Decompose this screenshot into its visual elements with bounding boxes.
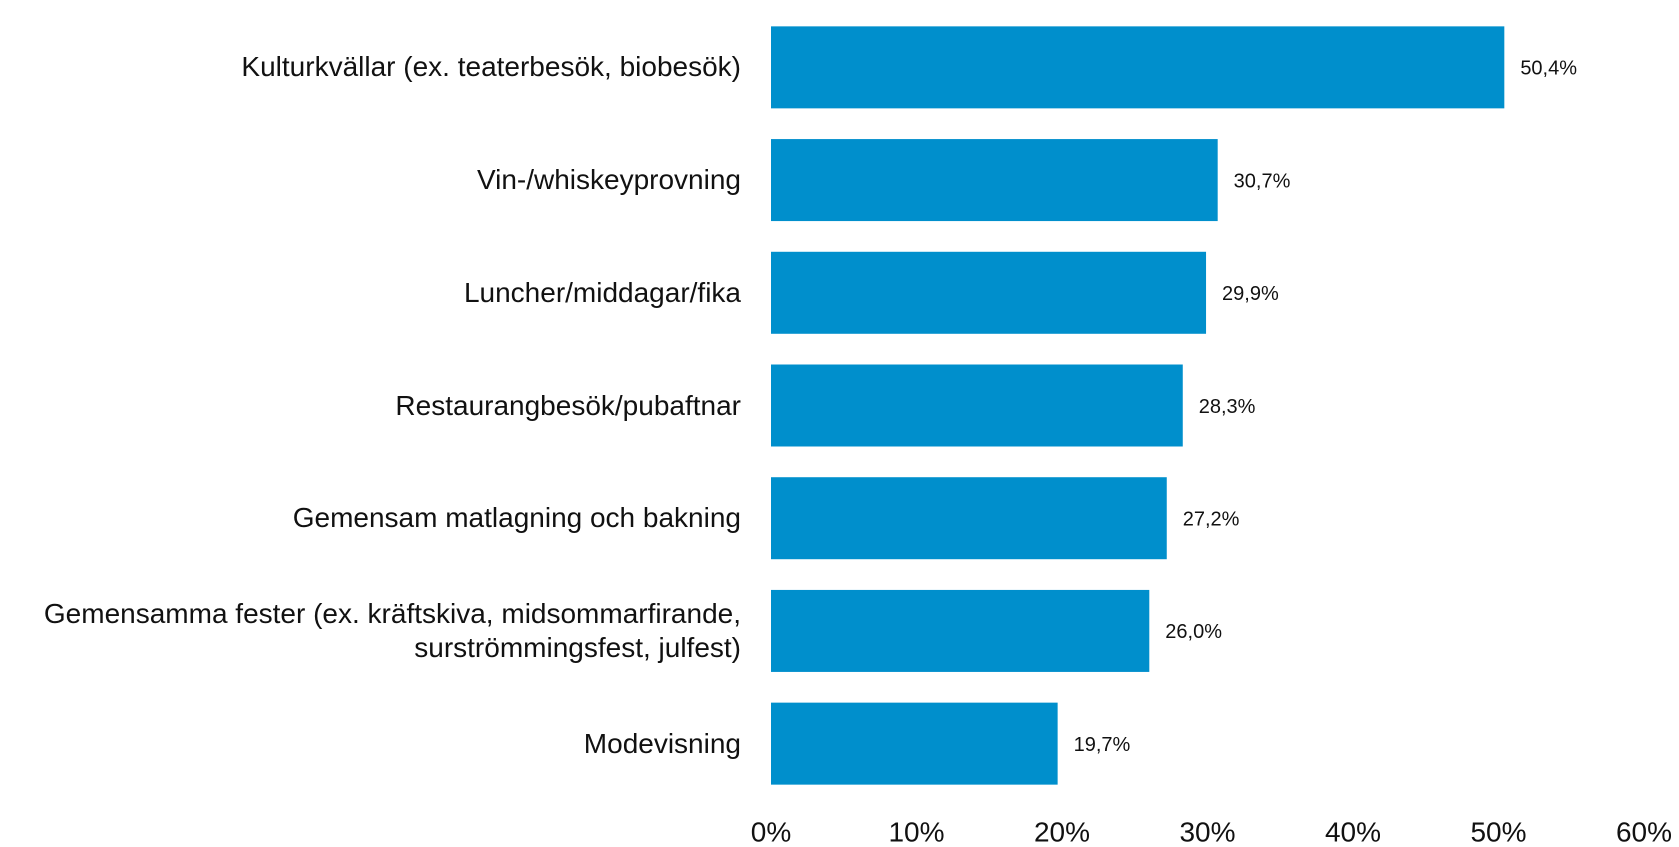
x-tick-label: 30% bbox=[1179, 816, 1235, 847]
x-tick-label: 0% bbox=[751, 816, 791, 847]
category-label: Vin-/whiskeyprovning bbox=[476, 164, 741, 196]
value-label: 29,9% bbox=[1222, 283, 1279, 305]
value-label: 27,2% bbox=[1183, 508, 1240, 530]
value-label: 28,3% bbox=[1199, 396, 1256, 418]
bar bbox=[771, 589, 1150, 672]
x-tick-label: 60% bbox=[1616, 816, 1672, 847]
value-label: 26,0% bbox=[1165, 621, 1222, 643]
bar bbox=[771, 477, 1167, 560]
value-label: 19,7% bbox=[1074, 734, 1131, 756]
x-tick-label: 40% bbox=[1325, 816, 1381, 847]
value-label: 30,7% bbox=[1234, 170, 1291, 192]
category-label: Restaurangbesök/pubaftnar bbox=[395, 389, 741, 421]
value-label: 50,4% bbox=[1520, 58, 1577, 80]
category-label: Gemensamma fester (ex. kräftskiva, midso… bbox=[43, 597, 741, 663]
x-tick-label: 10% bbox=[888, 816, 944, 847]
category-label: Luncher/middagar/fika bbox=[463, 276, 741, 308]
x-tick-label: 20% bbox=[1034, 816, 1090, 847]
category-label: Gemensam matlagning och bakning bbox=[292, 502, 741, 534]
bar bbox=[771, 26, 1505, 109]
category-label: Kulturkvällar (ex. teaterbesök, biobesök… bbox=[241, 51, 741, 83]
bar bbox=[771, 364, 1183, 447]
bar bbox=[771, 139, 1218, 222]
x-tick-label: 50% bbox=[1470, 816, 1526, 847]
bar bbox=[771, 702, 1058, 785]
bar bbox=[771, 251, 1207, 334]
category-label: Modevisning bbox=[583, 727, 741, 759]
